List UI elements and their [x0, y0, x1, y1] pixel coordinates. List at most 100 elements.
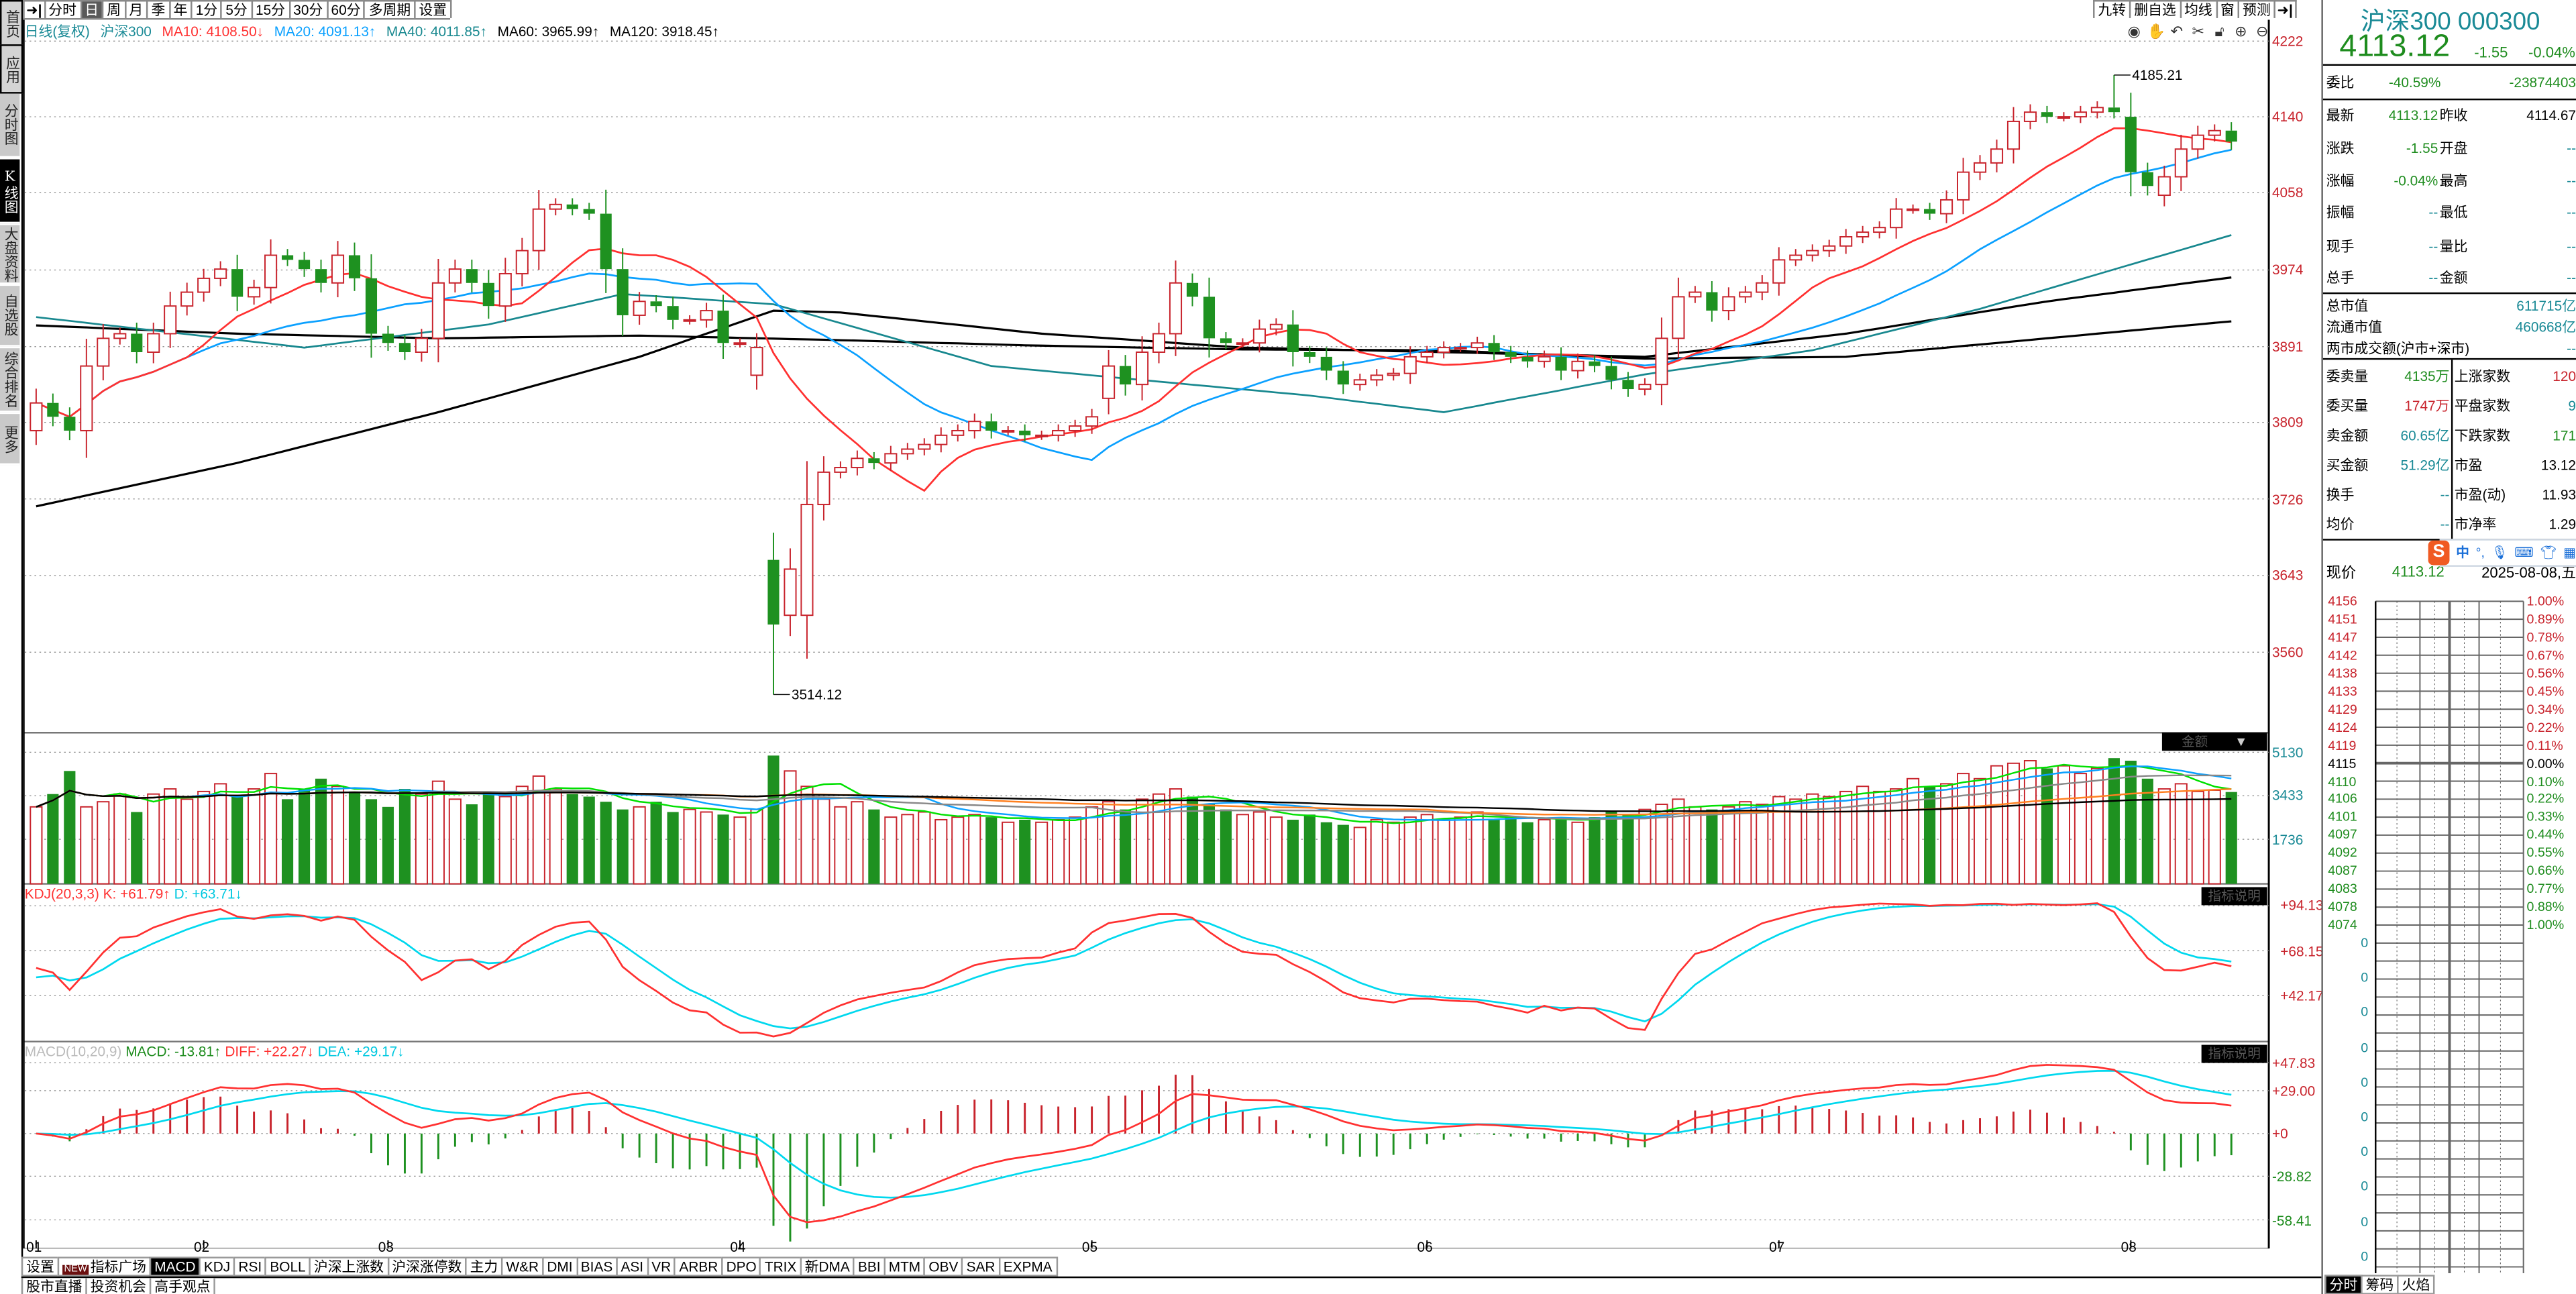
candle[interactable] — [466, 260, 478, 292]
volume-bar[interactable] — [2074, 773, 2087, 885]
period-tab[interactable]: 30分 — [288, 0, 328, 18]
candle[interactable] — [365, 254, 378, 358]
volume-bar[interactable] — [1789, 798, 1803, 885]
candle[interactable] — [1571, 354, 1585, 379]
volume-bar[interactable] — [348, 791, 361, 884]
volume-bar[interactable] — [331, 786, 345, 885]
volume-bar[interactable] — [1605, 812, 1617, 884]
candle[interactable] — [1990, 140, 2004, 172]
indicator-tab[interactable]: TRIX — [759, 1256, 802, 1277]
candle[interactable] — [231, 254, 244, 311]
volume-bar[interactable] — [113, 793, 127, 885]
legend-mode[interactable]: 日线(复权) — [24, 23, 90, 40]
candle[interactable] — [1924, 203, 1936, 220]
intraday-tab[interactable]: 火焰 — [2397, 1275, 2435, 1294]
candle[interactable] — [1622, 372, 1634, 397]
period-tab[interactable]: 分时 — [43, 0, 82, 18]
indicator-tab[interactable]: ARBR — [674, 1256, 723, 1277]
volume-bar[interactable] — [566, 794, 578, 884]
volume-bar[interactable] — [868, 809, 880, 884]
candle[interactable] — [298, 252, 311, 277]
volume-bar[interactable] — [47, 794, 59, 884]
volume-bar[interactable] — [750, 808, 763, 885]
volume-bar[interactable] — [1488, 819, 1500, 884]
indicator-tab[interactable]: EXPMA — [998, 1256, 1057, 1277]
collapse-panel-icon[interactable]: ➜| — [23, 0, 46, 18]
sidebar-item-more[interactable]: 更多 — [0, 414, 20, 466]
volume-bar[interactable] — [231, 796, 244, 884]
volume-bar[interactable] — [64, 771, 76, 884]
toolbar-right-button[interactable]: 窗 — [2215, 0, 2240, 18]
zoom-out-icon[interactable]: ⊖ — [2256, 23, 2269, 40]
sidebar-item-kline[interactable]: K线图 — [0, 159, 20, 224]
candle[interactable] — [2023, 104, 2037, 129]
indicator-tab[interactable]: DPO — [721, 1256, 762, 1277]
period-tab[interactable]: 5分 — [221, 0, 253, 18]
news-tab[interactable]: 投资机会 — [85, 1278, 152, 1294]
volume-bar[interactable] — [1688, 806, 1702, 885]
candle[interactable] — [1269, 318, 1283, 335]
candle[interactable] — [2041, 105, 2053, 123]
candle[interactable] — [633, 292, 646, 325]
candle[interactable] — [583, 203, 595, 220]
volume-bar[interactable] — [431, 780, 445, 885]
volume-bar[interactable] — [1739, 801, 1752, 885]
volume-bar[interactable] — [1135, 798, 1149, 885]
candle[interactable] — [1973, 155, 1987, 180]
candle[interactable] — [700, 303, 713, 328]
candle[interactable] — [1370, 369, 1383, 386]
candle[interactable] — [1152, 322, 1166, 364]
candle[interactable] — [1672, 277, 1685, 358]
candle[interactable] — [1823, 239, 1836, 257]
candle[interactable] — [717, 294, 729, 359]
indicator-tab[interactable]: BIAS — [576, 1256, 618, 1277]
candle[interactable] — [2125, 93, 2137, 197]
candle[interactable] — [1052, 424, 1065, 442]
volume-bar[interactable] — [498, 796, 512, 885]
candle[interactable] — [1957, 158, 1970, 215]
indicator-tab[interactable]: MTM — [883, 1256, 926, 1277]
volume-bar[interactable] — [1521, 822, 1534, 884]
indicator-tab[interactable]: BBI — [853, 1256, 885, 1277]
volume-bar[interactable] — [667, 812, 679, 884]
volume-bar[interactable] — [1672, 798, 1685, 885]
macd-params[interactable]: MACD(10,20,9) — [24, 1043, 122, 1060]
volume-bar[interactable] — [382, 806, 394, 884]
volume-bar[interactable] — [1353, 826, 1366, 885]
candle[interactable] — [431, 259, 445, 363]
volume-bar[interactable] — [1303, 814, 1316, 884]
candle[interactable] — [549, 198, 562, 215]
candle[interactable] — [851, 450, 864, 476]
candle[interactable] — [315, 260, 327, 292]
candle[interactable] — [64, 407, 76, 441]
candle[interactable] — [532, 190, 545, 270]
keyboard-icon[interactable]: ⌨ — [2514, 545, 2534, 561]
candle[interactable] — [1555, 347, 1567, 380]
toolbar-right-button[interactable]: 九转 — [2093, 0, 2131, 18]
toolbar-right-button[interactable]: 预测 — [2237, 0, 2276, 18]
volume-bar[interactable] — [616, 809, 629, 884]
settings-tab[interactable]: 设置 — [21, 1256, 60, 1277]
candle[interactable] — [197, 268, 211, 302]
volume-bar[interactable] — [2041, 768, 2053, 884]
candle[interactable] — [113, 327, 127, 345]
period-tab[interactable]: 15分 — [250, 0, 290, 18]
intraday-tab[interactable]: 分时 — [2324, 1275, 2363, 1294]
sidebar-item-intraday[interactable]: 分时图 — [0, 93, 20, 158]
candle[interactable] — [901, 443, 914, 460]
candle[interactable] — [918, 438, 931, 455]
volume-bar[interactable] — [1555, 817, 1567, 884]
candle[interactable] — [1739, 286, 1752, 303]
volume-bar[interactable] — [1957, 773, 1970, 885]
volume-bar[interactable] — [1806, 793, 1819, 885]
volume-bar[interactable] — [1269, 816, 1283, 885]
toolbar-right-button[interactable]: 均线 — [2179, 0, 2218, 18]
kline-chart[interactable]: 4185.21 3514.12 — [23, 19, 2321, 1249]
volume-bar[interactable] — [2225, 792, 2237, 884]
indicator-tab[interactable]: DMI — [542, 1256, 578, 1277]
volume-bar[interactable] — [214, 783, 227, 885]
period-tab[interactable]: 1分 — [191, 0, 223, 18]
volume-bar[interactable] — [1538, 818, 1551, 885]
intraday-tab[interactable]: 筹码 — [2361, 1275, 2399, 1294]
volume-bar[interactable] — [2125, 760, 2137, 884]
